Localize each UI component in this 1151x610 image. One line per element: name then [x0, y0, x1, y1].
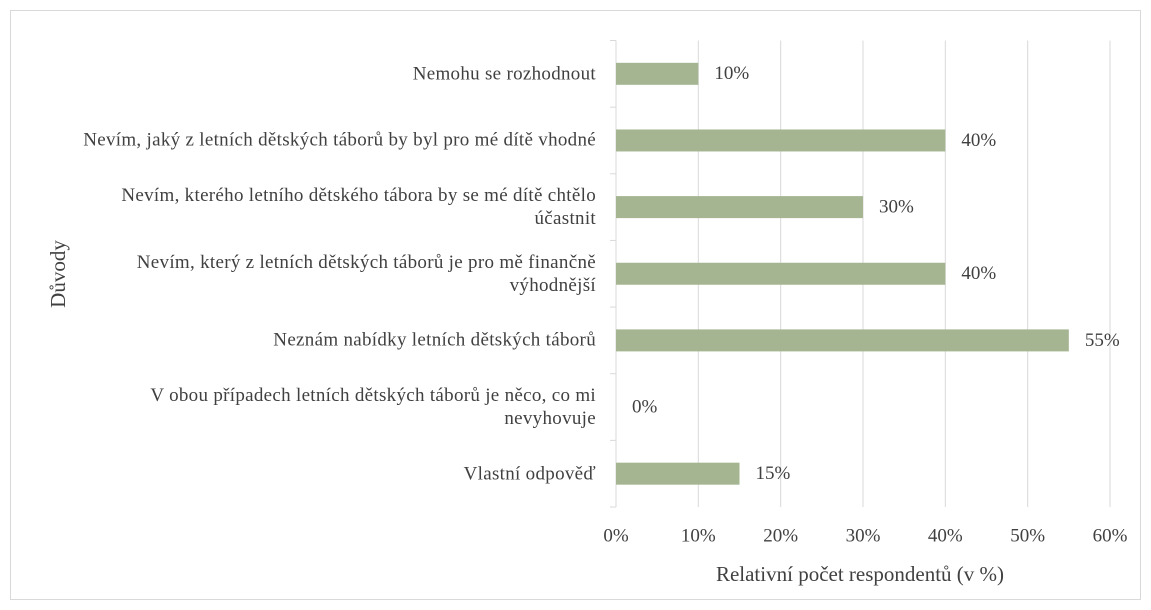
x-tick-label: 60%: [1093, 525, 1128, 546]
y-tick-label: V obou případech letních dětských táborů…: [150, 385, 596, 430]
value-label: 15%: [756, 463, 791, 484]
bar: [616, 196, 863, 219]
bar: [616, 462, 740, 485]
x-tick-label: 10%: [681, 525, 716, 546]
x-axis-label: Relativní počet respondentů (v %): [716, 562, 1004, 586]
x-tick-label: 50%: [1010, 525, 1045, 546]
value-label: 40%: [961, 263, 996, 284]
bar: [616, 262, 946, 285]
chart-border: [10, 10, 1141, 600]
y-axis-label: Důvody: [46, 240, 70, 308]
x-tick-label: 20%: [763, 525, 798, 546]
y-tick-label: Nevím, jaký z letních dětských táborů by…: [83, 129, 596, 151]
value-label: 55%: [1085, 330, 1120, 351]
bar: [616, 329, 1069, 352]
x-tick-label: 30%: [846, 525, 881, 546]
bar: [616, 129, 946, 152]
x-tick-label: 0%: [603, 525, 629, 546]
y-tick-label: Neznám nabídky letních dětských táborů: [273, 329, 596, 351]
x-tick-label: 40%: [928, 525, 963, 546]
value-label: 10%: [714, 63, 749, 84]
bar: [616, 62, 699, 85]
value-label: 0%: [632, 396, 658, 417]
y-tick-label: Nevím, který z letních dětských táborů j…: [136, 251, 596, 296]
y-tick-label: Nemohu se rozhodnout: [412, 63, 596, 85]
y-tick-label: Vlastní odpověď: [463, 463, 596, 485]
y-tick-label: Nevím, kterého letního dětského tábora b…: [121, 185, 596, 230]
value-label: 30%: [879, 196, 914, 217]
value-label: 40%: [961, 130, 996, 151]
